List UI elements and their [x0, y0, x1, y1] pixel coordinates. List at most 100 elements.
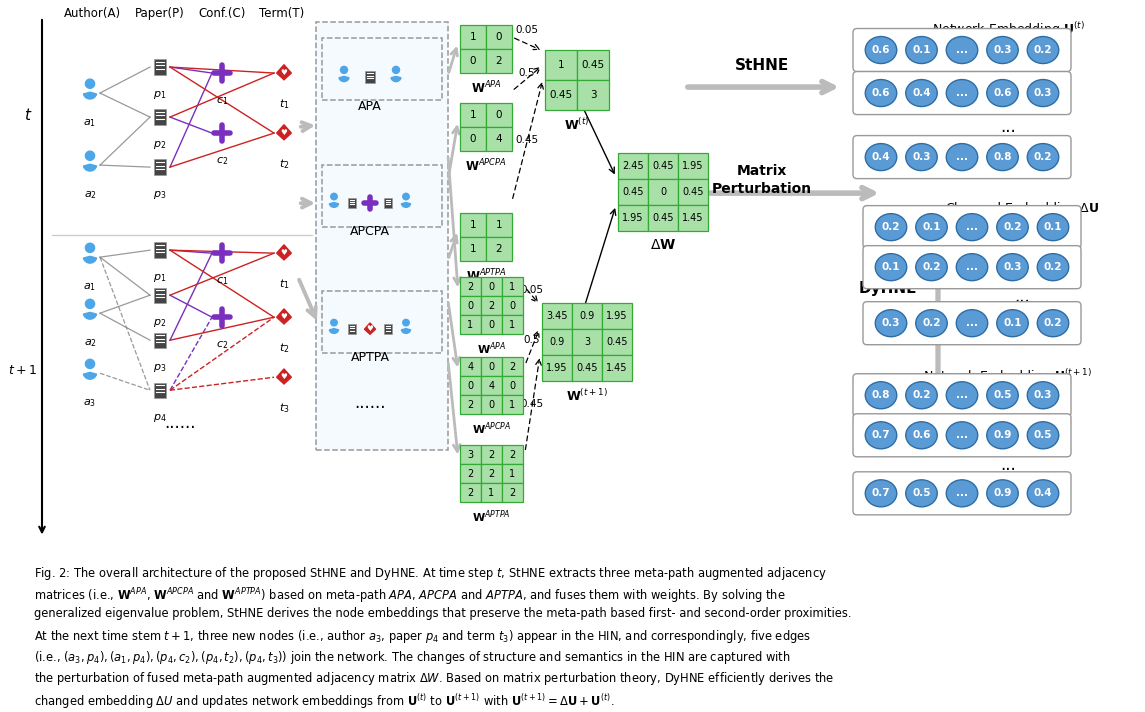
FancyBboxPatch shape [460, 213, 485, 237]
Text: 0: 0 [489, 362, 495, 372]
Wedge shape [84, 256, 96, 263]
Ellipse shape [906, 36, 938, 63]
Text: 0.3: 0.3 [882, 318, 900, 328]
Text: 0: 0 [489, 282, 495, 292]
Text: 3.45: 3.45 [546, 311, 568, 321]
Text: 2: 2 [467, 468, 474, 478]
FancyBboxPatch shape [542, 329, 572, 355]
Text: ...: ... [956, 488, 968, 498]
FancyBboxPatch shape [572, 355, 602, 381]
Text: 0.3: 0.3 [1034, 390, 1052, 400]
Text: 2: 2 [496, 244, 503, 254]
FancyBboxPatch shape [602, 355, 632, 381]
FancyBboxPatch shape [153, 243, 166, 258]
FancyBboxPatch shape [481, 296, 502, 315]
Text: 0.5: 0.5 [523, 335, 540, 345]
FancyBboxPatch shape [384, 198, 393, 209]
Text: Term(T): Term(T) [260, 7, 305, 20]
FancyBboxPatch shape [502, 357, 523, 376]
Ellipse shape [956, 214, 988, 241]
Text: 0.2: 0.2 [922, 318, 941, 328]
Text: 1.95: 1.95 [622, 213, 643, 223]
Text: Changed Embedding $\Delta\mathbf{U}$: Changed Embedding $\Delta\mathbf{U}$ [945, 200, 1099, 217]
FancyBboxPatch shape [460, 237, 485, 261]
Circle shape [393, 66, 400, 73]
Text: 2: 2 [496, 56, 503, 66]
Text: 2: 2 [489, 468, 495, 478]
Text: 0.45: 0.45 [653, 213, 673, 223]
Polygon shape [277, 125, 291, 140]
Text: 1.95: 1.95 [546, 363, 568, 373]
Text: 3: 3 [467, 450, 474, 460]
FancyBboxPatch shape [853, 28, 1071, 71]
FancyBboxPatch shape [542, 303, 572, 329]
FancyBboxPatch shape [853, 414, 1071, 457]
Ellipse shape [875, 253, 907, 281]
Text: 2: 2 [510, 488, 515, 498]
Text: Matrix: Matrix [737, 164, 788, 178]
Text: 0.4: 0.4 [871, 152, 891, 162]
Text: Author(A): Author(A) [63, 7, 120, 20]
Wedge shape [339, 76, 349, 82]
Text: 0.9: 0.9 [994, 430, 1012, 440]
FancyBboxPatch shape [481, 445, 502, 464]
Ellipse shape [997, 310, 1028, 337]
Text: 1: 1 [510, 468, 515, 478]
FancyBboxPatch shape [502, 445, 523, 464]
Text: 0.05: 0.05 [521, 286, 544, 295]
Text: $a_1$: $a_1$ [84, 117, 96, 129]
Text: 0.2: 0.2 [882, 222, 900, 232]
Ellipse shape [1037, 214, 1068, 241]
Text: 0: 0 [467, 381, 474, 391]
Text: ♥: ♥ [366, 324, 373, 333]
Text: 3: 3 [590, 90, 597, 100]
Text: ...: ... [956, 430, 968, 440]
FancyBboxPatch shape [618, 179, 648, 205]
Ellipse shape [866, 144, 897, 171]
FancyBboxPatch shape [348, 198, 356, 209]
Text: ...: ... [1014, 288, 1029, 306]
Text: 0.4: 0.4 [1034, 488, 1052, 498]
FancyBboxPatch shape [460, 25, 485, 49]
FancyBboxPatch shape [460, 296, 481, 315]
Text: $\mathbf{W}^{(t)}$: $\mathbf{W}^{(t)}$ [564, 117, 590, 133]
Text: $p_3$: $p_3$ [153, 362, 167, 375]
Text: StHNE: StHNE [735, 58, 789, 73]
FancyBboxPatch shape [485, 25, 512, 49]
Text: 0.5: 0.5 [1034, 430, 1052, 440]
Wedge shape [402, 329, 411, 333]
Polygon shape [277, 245, 291, 260]
FancyBboxPatch shape [481, 357, 502, 376]
Text: 1: 1 [510, 282, 515, 292]
Text: $\mathbf{W}^{APTPA}$: $\mathbf{W}^{APTPA}$ [466, 268, 506, 285]
Text: 0.1: 0.1 [1044, 222, 1063, 232]
Ellipse shape [1037, 310, 1068, 337]
Circle shape [86, 299, 95, 308]
Ellipse shape [866, 480, 897, 507]
Text: 0: 0 [496, 110, 503, 120]
Text: Perturbation: Perturbation [712, 182, 812, 196]
Text: 0: 0 [496, 32, 503, 42]
Ellipse shape [1027, 80, 1059, 107]
Text: the perturbation of fused meta-path augmented adjacency matrix $\Delta W$. Based: the perturbation of fused meta-path augm… [34, 671, 835, 688]
FancyBboxPatch shape [502, 277, 523, 296]
FancyBboxPatch shape [618, 205, 648, 231]
Text: $t+1$: $t+1$ [8, 364, 37, 377]
Ellipse shape [906, 422, 938, 449]
FancyBboxPatch shape [602, 329, 632, 355]
Text: $t_2$: $t_2$ [278, 341, 290, 355]
Text: 0: 0 [510, 300, 515, 310]
Text: $c_2$: $c_2$ [216, 155, 228, 167]
Ellipse shape [946, 144, 978, 171]
FancyBboxPatch shape [572, 329, 602, 355]
Text: 0.45: 0.45 [582, 60, 605, 70]
Ellipse shape [866, 36, 897, 63]
Ellipse shape [906, 80, 938, 107]
Text: 0.2: 0.2 [922, 262, 941, 272]
FancyBboxPatch shape [863, 246, 1081, 288]
Circle shape [86, 360, 95, 369]
Text: $p_4$: $p_4$ [153, 412, 167, 424]
Text: ......: ...... [164, 414, 196, 432]
Text: 0.6: 0.6 [913, 430, 931, 440]
Text: 0.5: 0.5 [519, 68, 535, 78]
